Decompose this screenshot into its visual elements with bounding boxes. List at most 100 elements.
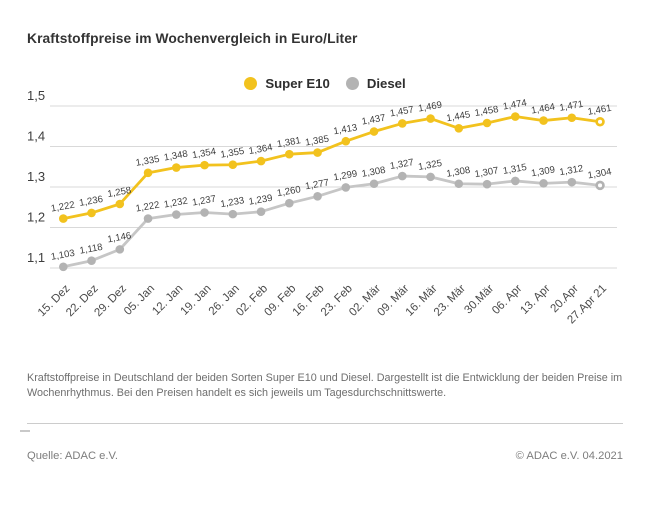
x-tick-label: 05. Jan [122,283,157,318]
super-e10-data-point [87,208,96,218]
diesel-data-point [172,210,181,219]
y-tick-label: 1,4 [27,129,45,144]
diesel-value-label: 1,299 [333,168,359,183]
super-e10-value-label: 1,471 [559,99,585,114]
legend: Super E10 Diesel [0,76,650,91]
diesel-value-label: 1,260 [276,184,302,199]
diesel-data-point [59,262,68,272]
diesel-data-point [539,179,548,188]
diesel-data-point [313,192,322,201]
super-e10-data-point [59,214,68,223]
diesel-value-label: 1,146 [107,230,133,245]
y-tick-label: 1,3 [27,169,45,184]
diesel-value-label: 1,304 [587,166,613,181]
diesel-value-label: 1,308 [446,165,472,180]
diesel-value-label: 1,312 [559,163,585,178]
super-e10-data-point [369,127,379,136]
diesel-value-label: 1,239 [248,193,274,208]
y-tick-label: 1,5 [27,88,45,103]
super-e10-data-point [172,163,181,172]
super-e10-data-point [200,160,209,170]
diesel-data-point [511,176,520,186]
super-e10-value-label: 1,413 [333,122,359,137]
super-e10-dot-icon [244,77,258,90]
chart-description: Kraftstoffpreise in Deutschland der beid… [27,371,627,400]
super-e10-data-point [454,123,464,133]
diesel-data-point [398,171,407,181]
diesel-value-label: 1,103 [50,248,76,263]
super-e10-value-label: 1,364 [248,142,274,157]
diesel-data-point [454,179,464,189]
diesel-data-point [256,207,266,217]
diesel-data-point [567,177,577,187]
super-e10-value-label: 1,222 [50,200,76,215]
super-e10-value-label: 1,381 [276,135,302,150]
diesel-data-point [228,209,238,219]
super-e10-data-point [115,199,125,209]
x-tick-label: 29. Dez [92,282,129,319]
diesel-value-label: 1,233 [220,195,246,210]
diesel-data-point [87,256,96,266]
diesel-dot-icon [345,77,359,90]
super-e10-data-point-last [595,117,605,127]
footer-divider [27,423,623,424]
source-row: Quelle: ADAC e.V. © ADAC e.V. 04.2021 [27,450,623,462]
y-tick-label: 1,1 [27,250,45,265]
super-e10-value-label: 1,385 [304,134,330,149]
super-e10-data-point [567,113,577,123]
legend-label-diesel: Diesel [366,76,406,91]
chart-description-line1: Kraftstoffpreise in Deutschland der beid… [27,372,623,384]
super-e10-value-label: 1,258 [107,185,133,200]
x-tick-label: 12. Jan [150,283,185,318]
super-e10-data-point [426,114,435,123]
diesel-value-label: 1,118 [79,242,104,257]
chart-description-line2: Wochenrhythmus. Bei den Preisen handelt … [27,386,447,399]
super-e10-data-point [228,160,238,170]
super-e10-line [61,115,602,220]
diesel-value-label: 1,277 [304,177,330,192]
diesel-value-label: 1,308 [361,165,387,180]
super-e10-value-label: 1,355 [220,146,246,161]
diesel-data-point-last [595,180,605,191]
super-e10-data-point [511,112,520,121]
diesel-data-point [482,179,492,189]
super-e10-value-label: 1,474 [502,97,528,112]
super-e10-value-label: 1,354 [191,146,217,161]
super-e10-value-label: 1,445 [446,109,472,124]
x-tick-label: 23. Mär [432,283,468,319]
x-tick-label: 06. Apr [490,283,524,317]
diesel-value-label: 1,232 [163,196,189,211]
x-tick-label: 19. Jan [179,283,214,318]
super-e10-data-point [143,168,153,178]
diesel-data-point [200,208,209,217]
diesel-data-point [115,245,125,254]
super-e10-value-label: 1,464 [530,102,556,117]
super-e10-data-point [285,149,294,159]
super-e10-data-point [341,136,351,146]
diesel-value-label: 1,325 [417,158,443,173]
diesel-value-label: 1,327 [389,157,415,172]
super-e10-data-point [539,116,548,125]
footer-divider-tick [20,430,30,432]
super-e10-data-point [482,118,492,128]
diesel-value-label: 1,237 [191,194,217,209]
chart-title: Kraftstoffpreise im Wochenvergleich in E… [27,31,358,46]
super-e10-value-label: 1,457 [389,104,415,119]
diesel-value-label: 1,307 [474,165,500,180]
super-e10-data-point [256,156,266,166]
super-e10-value-label: 1,335 [135,154,161,169]
super-e10-value-label: 1,236 [78,194,104,209]
legend-item-super-e10: Super E10 [244,76,330,91]
legend-item-diesel: Diesel [345,76,406,91]
diesel-data-point [369,179,379,189]
x-tick-label: 13. Apr [518,283,552,317]
super-e10-value-label: 1,458 [474,104,500,119]
super-e10-data-point [398,119,407,128]
source-label: Quelle: ADAC e.V. [27,450,119,462]
super-e10-value-label: 1,461 [587,103,613,118]
copyright-label: © ADAC e.V. 04.2021 [515,450,623,462]
diesel-value-label: 1,222 [135,200,161,215]
diesel-line [61,174,602,269]
